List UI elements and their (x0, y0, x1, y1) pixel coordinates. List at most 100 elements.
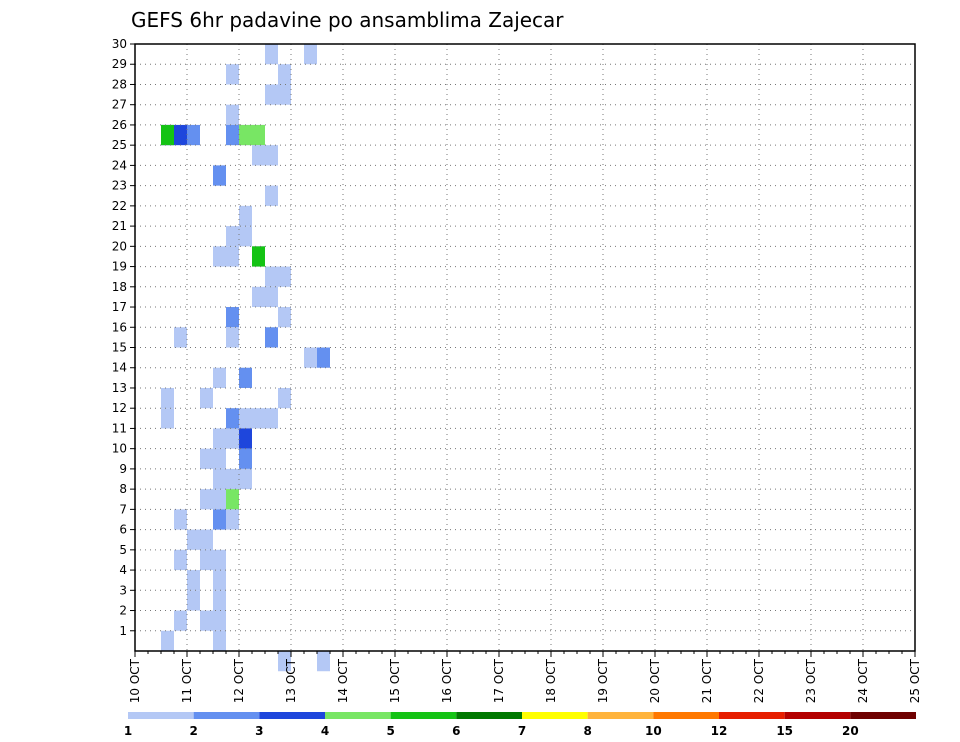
heatmap-cell (252, 286, 265, 308)
legend-level-label: 20 (842, 724, 859, 738)
heatmap-cell (239, 124, 252, 146)
x-tick-label: 21 OCT (700, 658, 714, 703)
heatmap-cells (161, 44, 330, 672)
heatmap-cell (278, 266, 291, 287)
heatmap-cell (239, 428, 252, 449)
y-tick-label: 23 (112, 179, 127, 193)
heatmap-cell (226, 307, 239, 328)
y-tick-label: 29 (112, 57, 127, 71)
legend-color-swatch (456, 712, 522, 719)
heatmap-cell (213, 509, 226, 530)
heatmap-cell (239, 226, 252, 247)
heatmap-cell (213, 549, 226, 571)
legend-color-swatch (522, 712, 588, 719)
heatmap-cell (278, 84, 291, 105)
x-tick-label: 24 OCT (856, 658, 870, 703)
legend-level-label: 12 (711, 724, 728, 738)
heatmap-cell (200, 549, 213, 571)
y-tick-label: 16 (112, 320, 127, 334)
x-tick-label: 10 OCT (128, 658, 142, 703)
heatmap-cell (213, 428, 226, 449)
x-tick-label: 20 OCT (648, 658, 662, 703)
legend-level-label: 4 (321, 724, 329, 738)
y-tick-label: 24 (112, 158, 127, 172)
heatmap-cell (265, 84, 278, 105)
y-tick-label: 9 (119, 462, 127, 476)
heatmap-cell (265, 327, 278, 348)
heatmap-cell (174, 610, 187, 631)
y-tick-label: 12 (112, 401, 127, 415)
legend-level-label: 2 (189, 724, 197, 738)
heatmap-cell (278, 307, 291, 328)
y-tick-label: 25 (112, 138, 127, 152)
legend-level-label: 7 (518, 724, 526, 738)
heatmap-cell (187, 124, 200, 146)
x-tick-label: 23 OCT (804, 658, 818, 703)
y-tick-label: 17 (112, 300, 127, 314)
legend-level-label: 5 (386, 724, 394, 738)
y-tick-label: 28 (112, 77, 127, 91)
legend-color-swatch (390, 712, 457, 719)
y-tick-label: 19 (112, 260, 127, 274)
y-tick-label: 2 (119, 604, 127, 618)
y-tick-label: 6 (119, 523, 127, 537)
y-tick-label: 8 (119, 482, 127, 496)
heatmap-cell (161, 630, 174, 651)
y-tick-label: 27 (112, 98, 127, 112)
heatmap-cell (213, 630, 226, 651)
x-tick-label: 12 OCT (232, 658, 246, 703)
y-tick-label: 21 (112, 219, 127, 233)
heatmap-cell (200, 610, 213, 631)
heatmap-cell (213, 570, 226, 591)
heatmap-cell (174, 549, 187, 571)
chart-title: GEFS 6hr padavine po ansamblima Zajecar (131, 8, 564, 32)
y-tick-label: 3 (119, 583, 127, 597)
heatmap-cell (187, 570, 200, 591)
x-tick-label: 16 OCT (440, 658, 454, 703)
x-tick-label: 25 OCT (908, 658, 922, 703)
heatmap-cell (226, 124, 239, 146)
heatmap-cell (278, 64, 291, 85)
heatmap-cell (304, 347, 317, 368)
heatmap-cell (226, 509, 239, 530)
heatmap-cell (317, 347, 330, 368)
x-tick-label: 22 OCT (752, 658, 766, 703)
y-tick-label: 13 (112, 381, 127, 395)
x-tick-label: 18 OCT (544, 658, 558, 703)
legend-color-swatch (587, 712, 654, 719)
heatmap-cell (265, 408, 278, 429)
x-axis: 10 OCT 11 OCT 12 OCT 13 OCT 14 OCT 15 OCT 16 O… (128, 651, 922, 703)
y-tick-label: 18 (112, 280, 127, 294)
heatmap-cell (304, 44, 317, 65)
heatmap-cell (200, 529, 213, 550)
y-tick-label: 1 (119, 624, 127, 638)
legend-level-label: 8 (583, 724, 591, 738)
legend-color-swatch (653, 712, 719, 719)
heatmap-cell (213, 610, 226, 631)
y-tick-label: 15 (112, 341, 127, 355)
x-tick-label: 15 OCT (388, 658, 402, 703)
legend-color-swatch (325, 712, 391, 719)
heatmap-cell (161, 408, 174, 429)
heatmap-cell (252, 145, 265, 166)
y-tick-label: 4 (119, 563, 127, 577)
heatmap-cell (317, 651, 330, 672)
y-tick-label: 7 (119, 502, 127, 516)
heatmap-cell (187, 529, 200, 550)
heatmap-cell (278, 651, 291, 672)
legend-color-swatch (850, 712, 916, 719)
heatmap-cell (213, 165, 226, 186)
heatmap-cell (200, 387, 213, 409)
heatmap-cell (161, 387, 174, 409)
x-tick-label: 11 OCT (180, 658, 194, 703)
grid-lines (135, 44, 915, 651)
heatmap-cell (265, 266, 278, 287)
heatmap-cell (265, 145, 278, 166)
heatmap-cell (213, 590, 226, 611)
heatmap-cell (252, 124, 265, 146)
heatmap-cell (200, 448, 213, 469)
heatmap-cell (239, 205, 252, 227)
legend-level-label: 6 (452, 724, 460, 738)
heatmap-cell (226, 468, 239, 490)
